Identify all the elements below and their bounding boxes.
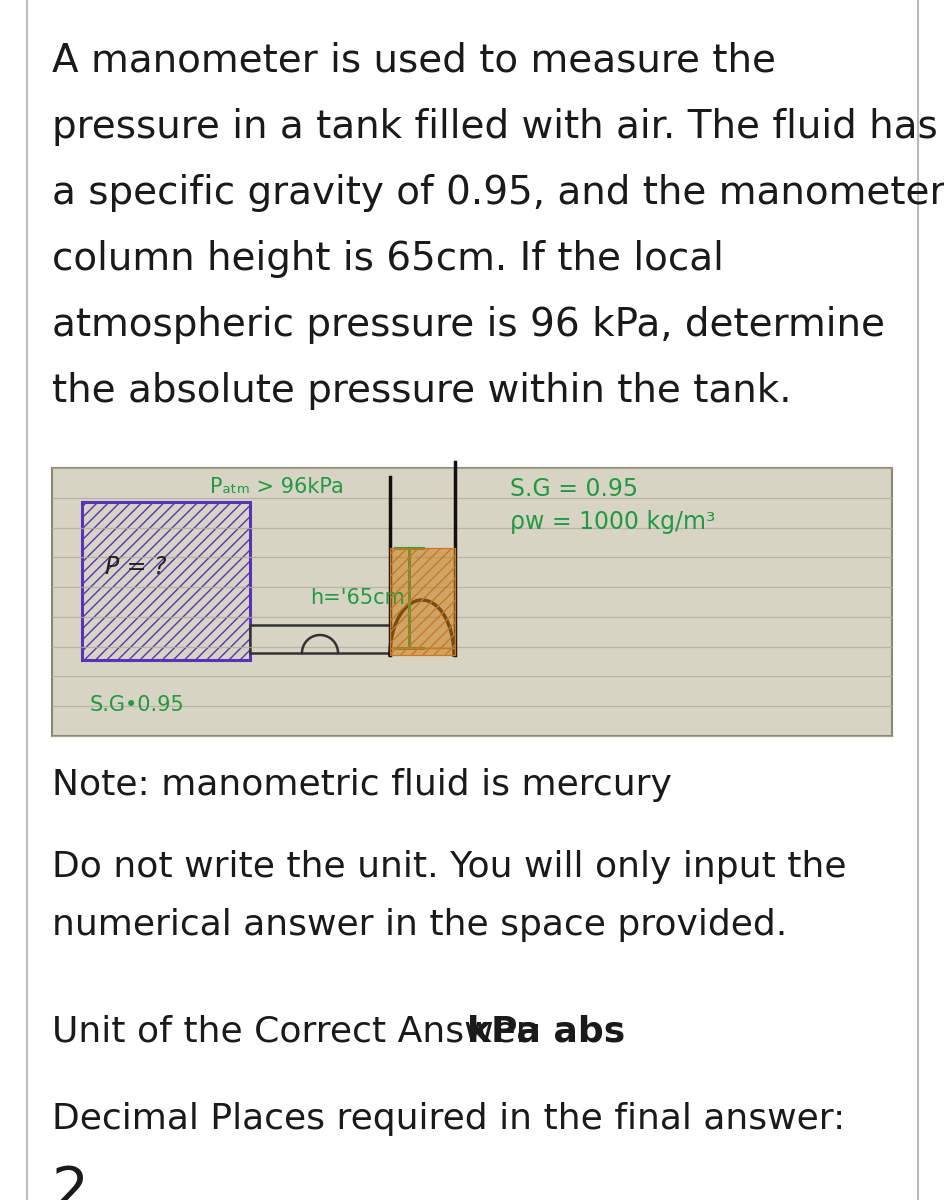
Text: Unit of the Correct Answer:: Unit of the Correct Answer: — [52, 1014, 553, 1048]
Text: Decimal Places required in the final answer:: Decimal Places required in the final ans… — [52, 1102, 844, 1136]
Text: ρw = 1000 kg/m³: ρw = 1000 kg/m³ — [510, 510, 715, 534]
Bar — [82, 502, 250, 660]
Bar — [390, 648, 454, 655]
Text: h='65cm: h='65cm — [310, 588, 404, 608]
Bar — [390, 548, 454, 648]
Text: column height is 65cm. If the local: column height is 65cm. If the local — [52, 240, 723, 278]
Bar — [82, 502, 250, 660]
Bar — [390, 648, 454, 655]
Bar — [250, 625, 390, 653]
Text: S.G•0.95: S.G•0.95 — [90, 695, 185, 715]
Text: a specific gravity of 0.95, and the manometer: a specific gravity of 0.95, and the mano… — [52, 174, 944, 212]
Text: pressure in a tank filled with air. The fluid has: pressure in a tank filled with air. The … — [52, 108, 936, 146]
Text: kPa abs: kPa abs — [466, 1014, 625, 1048]
Text: S.G = 0.95: S.G = 0.95 — [510, 476, 637, 502]
Text: Pₐₜₘ > 96kPa: Pₐₜₘ > 96kPa — [210, 476, 344, 497]
Text: Do not write the unit. You will only input the: Do not write the unit. You will only inp… — [52, 850, 846, 884]
Text: the absolute pressure within the tank.: the absolute pressure within the tank. — [52, 372, 791, 410]
Bar — [52, 468, 891, 736]
Text: numerical answer in the space provided.: numerical answer in the space provided. — [52, 908, 786, 942]
Text: Note: manometric fluid is mercury: Note: manometric fluid is mercury — [52, 768, 671, 802]
Bar — [390, 548, 454, 648]
Text: A manometer is used to measure the: A manometer is used to measure the — [52, 42, 775, 80]
Text: atmospheric pressure is 96 kPa, determine: atmospheric pressure is 96 kPa, determin… — [52, 306, 885, 344]
Text: 2: 2 — [52, 1164, 89, 1200]
Text: P = ?: P = ? — [105, 554, 166, 578]
